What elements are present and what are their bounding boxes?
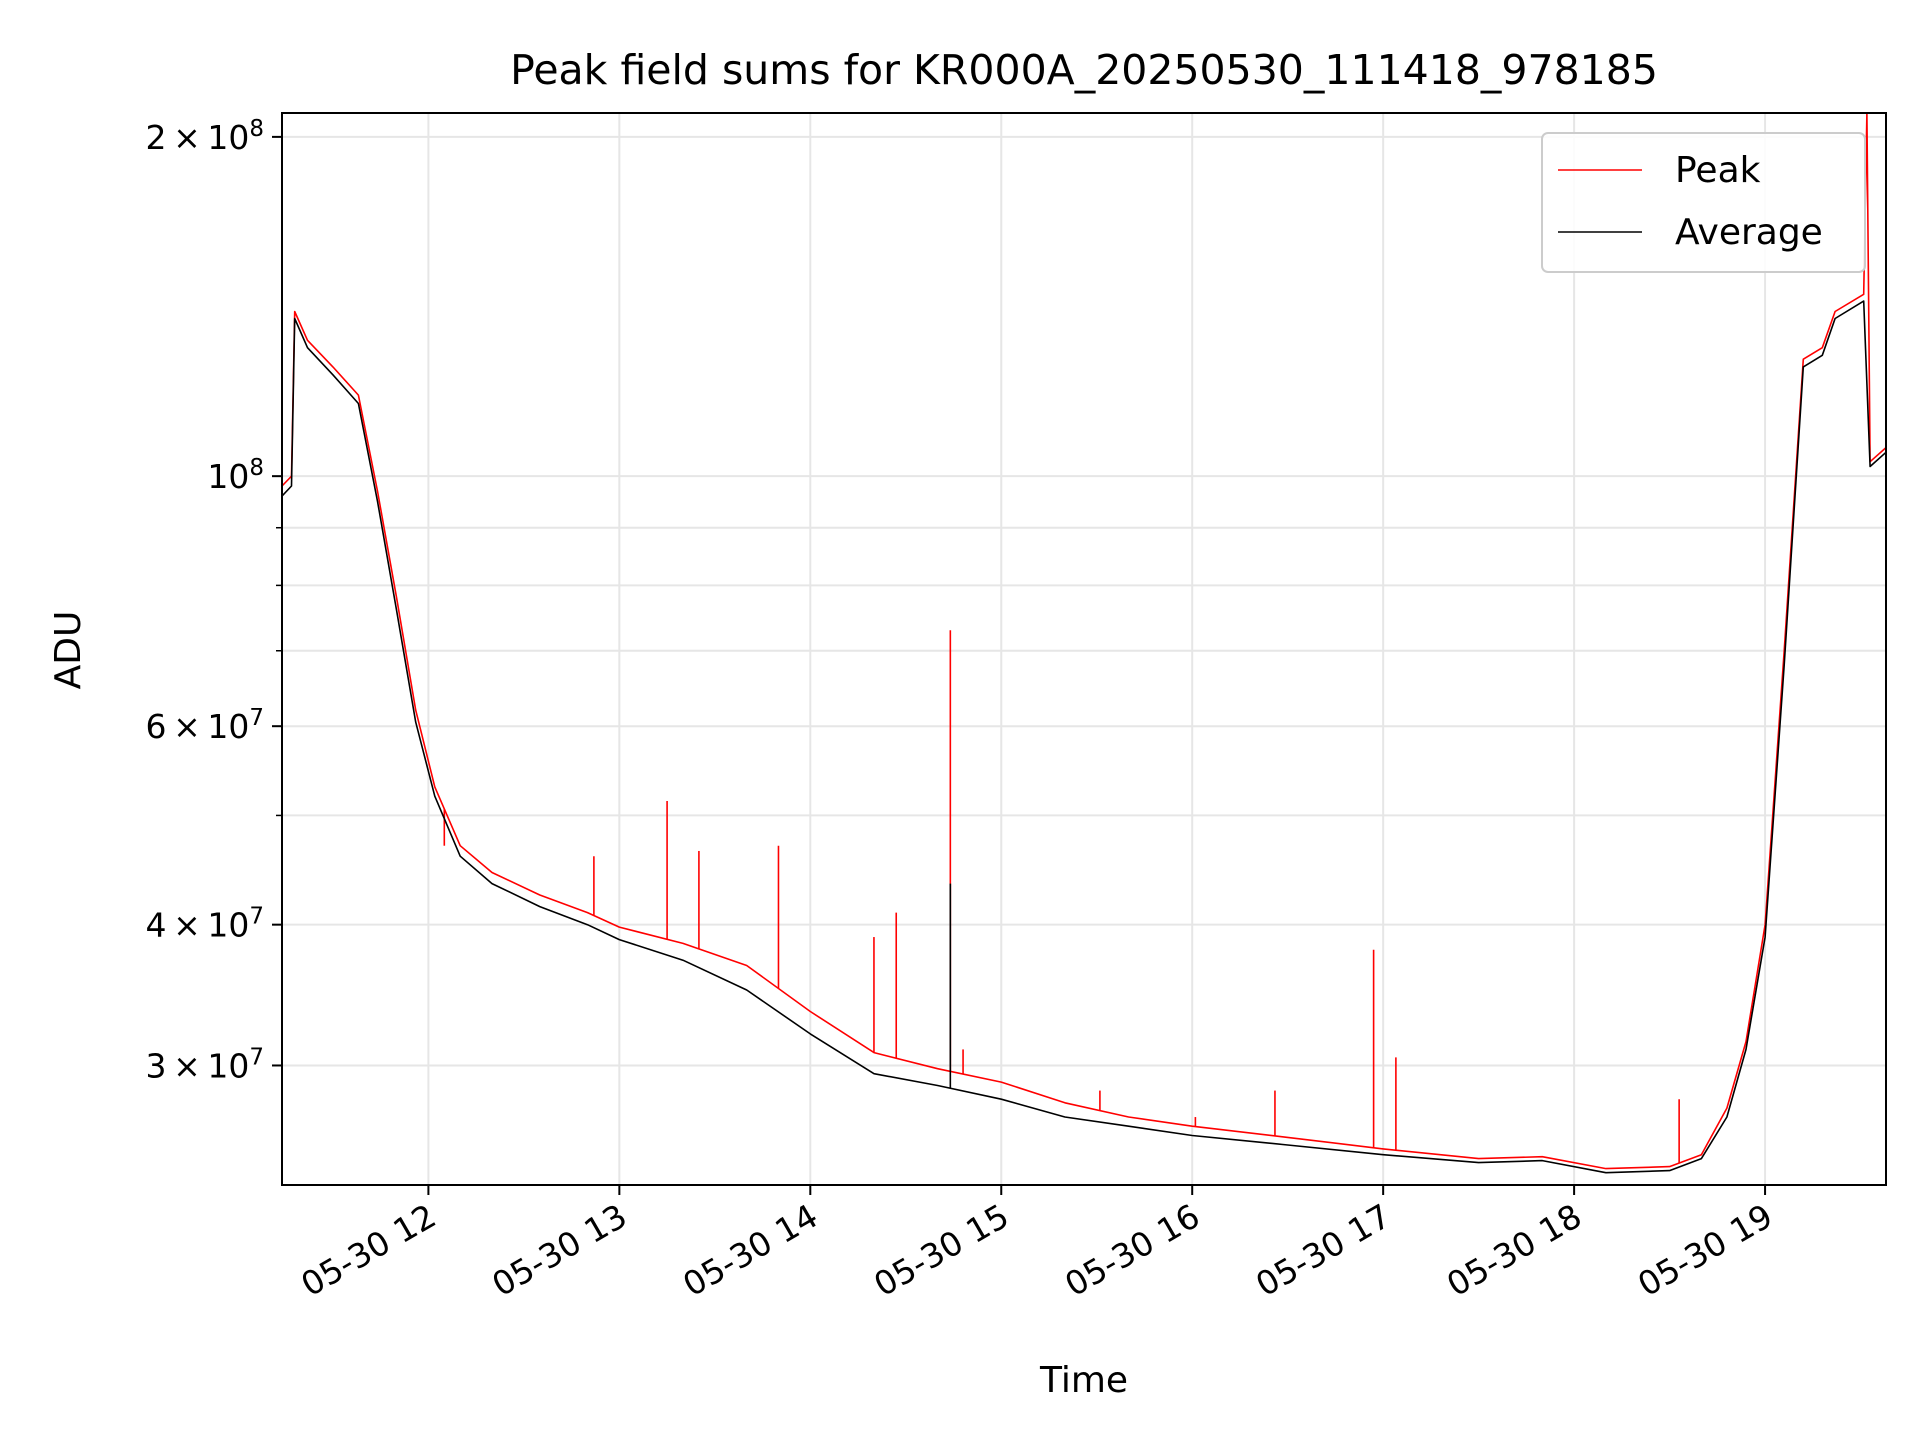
y-tick-label: 6 × 107 (146, 705, 264, 746)
legend: Peak Average (1541, 132, 1866, 273)
legend-label-average: Average (1675, 212, 1823, 253)
y-tick-label: 3 × 107 (146, 1044, 264, 1085)
series-peak-line (281, 112, 1887, 1170)
legend-label-peak: Peak (1675, 150, 1761, 191)
series-layer (281, 112, 1887, 1174)
chart-title: Peak field sums for KR000A_20250530_1114… (510, 46, 1658, 94)
y-tick-label: 108 (207, 455, 264, 496)
y-tick-label: 2 × 108 (146, 116, 264, 157)
grid (282, 113, 1886, 1185)
y-axis-label: ADU (48, 611, 89, 690)
legend-box (1541, 132, 1866, 273)
series-average-line (281, 300, 1887, 1174)
plot-frame (281, 112, 1887, 1186)
x-axis-label: Time (1039, 1360, 1128, 1401)
y-tick-label: 4 × 107 (146, 904, 264, 945)
